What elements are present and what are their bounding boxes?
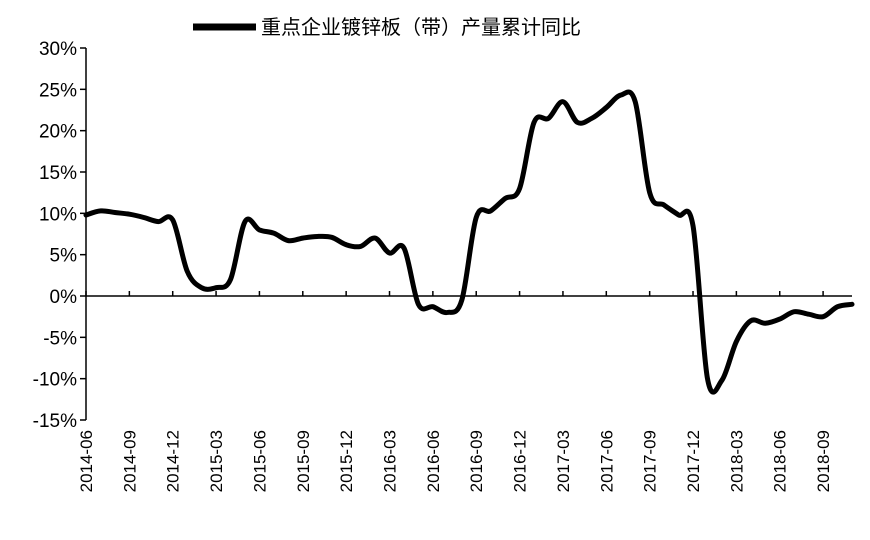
x-tick-label: 2016-06 xyxy=(424,430,443,492)
x-tick-label: 2016-12 xyxy=(511,430,530,492)
y-tick-label: 30% xyxy=(39,39,77,60)
x-tick-label: 2017-03 xyxy=(554,430,573,492)
y-axis-ticks: 30% 25% 20% 15% 10% 5% 0% -5% -10% -15% xyxy=(33,39,86,432)
y-tick-label: 25% xyxy=(39,80,77,101)
y-tick-label: 20% xyxy=(39,122,77,143)
x-tick-label: 2016-03 xyxy=(381,430,400,492)
x-tick-label: 2015-12 xyxy=(337,430,356,492)
x-tick-label: 2016-09 xyxy=(467,430,486,492)
y-tick-label: -10% xyxy=(33,370,77,391)
series-line xyxy=(83,89,855,395)
x-tick-label: 2014-09 xyxy=(120,430,139,492)
x-tick-label: 2018-06 xyxy=(771,430,790,492)
x-tick-label: 2014-12 xyxy=(164,430,183,492)
x-tick-label: 2014-06 xyxy=(77,430,96,492)
y-tick-label: -15% xyxy=(33,411,77,432)
x-axis-ticks: 2014-06 2014-09 2014-12 2015-03 2015-06 2015-… xyxy=(77,291,833,492)
x-tick-label: 2017-09 xyxy=(641,430,660,492)
x-tick-label: 2018-03 xyxy=(727,430,746,492)
y-tick-label: 0% xyxy=(50,287,78,308)
legend-label: 重点企业镀锌板（带）产量累计同比 xyxy=(261,15,581,39)
y-tick-label: 10% xyxy=(39,204,77,225)
y-tick-label: -5% xyxy=(43,328,77,349)
y-tick-label: 15% xyxy=(39,163,77,184)
x-tick-label: 2015-06 xyxy=(250,430,269,492)
x-tick-label: 2018-09 xyxy=(814,430,833,492)
x-tick-label: 2015-03 xyxy=(207,430,226,492)
legend: 重点企业镀锌板（带）产量累计同比 xyxy=(193,15,581,39)
y-tick-label: 5% xyxy=(50,246,78,267)
x-tick-label: 2017-06 xyxy=(597,430,616,492)
x-tick-label: 2015-09 xyxy=(294,430,313,492)
x-tick-label: 2017-12 xyxy=(684,430,703,492)
